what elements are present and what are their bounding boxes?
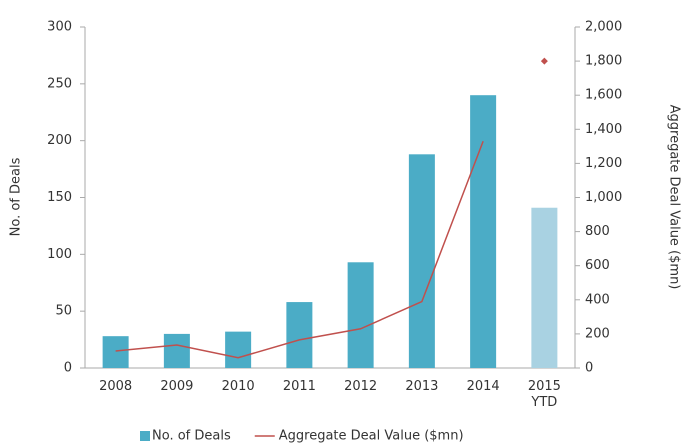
bar — [225, 331, 252, 368]
bar — [408, 154, 435, 368]
line — [115, 140, 484, 359]
y2-tick-label: 200 — [585, 326, 610, 341]
y2-tick-label: 1,800 — [585, 54, 622, 69]
y-tick-label: 300 — [47, 20, 72, 35]
bar — [102, 336, 129, 368]
y-tick-label: 0 — [64, 361, 72, 376]
y2-tick-label: 400 — [585, 292, 610, 307]
y2-tick-label: 600 — [585, 258, 610, 273]
y2-tick-label: 0 — [585, 361, 593, 376]
y2-tick-label: 800 — [585, 224, 610, 239]
legend-label: Aggregate Deal Value ($mn) — [279, 429, 464, 444]
x-tick-label: 2012 — [344, 379, 377, 394]
x-tick-label: 2013 — [405, 379, 438, 394]
y-tick-label: 200 — [47, 133, 72, 148]
x-tick-label: 2008 — [99, 379, 132, 394]
y-tick-label: 250 — [47, 76, 72, 91]
bar — [531, 207, 558, 368]
bar — [347, 262, 374, 368]
x-tick-label: 2015 YTD — [528, 379, 561, 410]
x-tick-label: 2009 — [160, 379, 193, 394]
y2-tick-label: 2,000 — [585, 20, 622, 35]
y2-tick-label: 1,200 — [585, 156, 622, 171]
bar — [470, 95, 497, 368]
bar — [286, 302, 313, 368]
y2-tick-label: 1,000 — [585, 190, 622, 205]
y-axis-title: No. of Deals — [9, 157, 24, 236]
legend-swatch — [140, 431, 150, 441]
y2-tick-label: 1,600 — [585, 88, 622, 103]
y2-axis-title: Aggregate Deal Value ($mn) — [667, 105, 682, 290]
bar — [163, 333, 190, 368]
x-tick-label: 2014 — [467, 379, 500, 394]
y-tick-label: 150 — [47, 190, 72, 205]
x-tick-label: 2010 — [222, 379, 255, 394]
y-tick-label: 100 — [47, 247, 72, 262]
y2-tick-label: 1,400 — [585, 122, 622, 137]
x-tick-label: 2011 — [283, 379, 316, 394]
y-tick-label: 50 — [55, 304, 72, 319]
point-marker — [540, 57, 548, 65]
legend-label: No. of Deals — [152, 429, 231, 444]
